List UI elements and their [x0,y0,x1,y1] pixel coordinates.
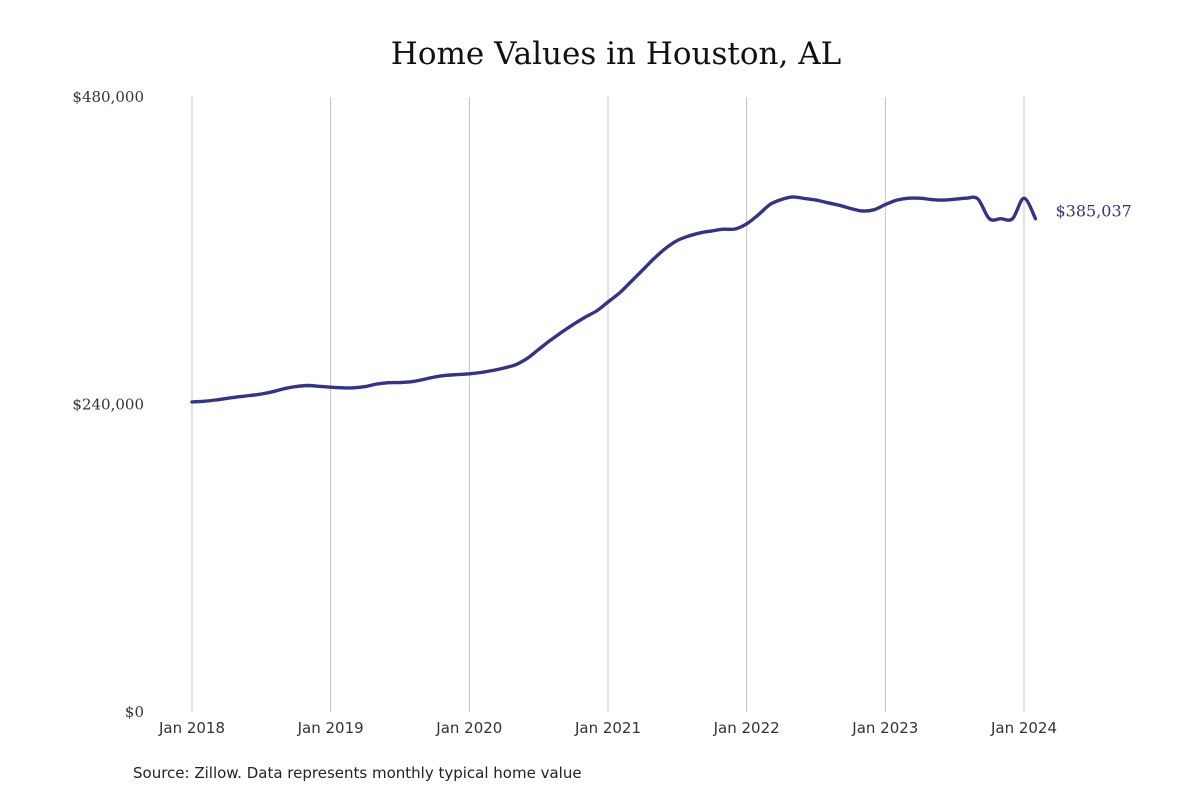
x-tick-label-1: Jan 2019 [297,719,364,737]
chart-title: Home Values in Houston, AL [390,36,842,72]
x-tick-label-5: Jan 2023 [851,719,918,737]
y-axis-tick-labels: $0 $240,000 $480,000 [72,88,144,721]
x-tick-label-2: Jan 2020 [435,719,502,737]
latest-value-label: $385,037 [1056,202,1132,221]
x-tick-label-0: Jan 2018 [158,719,225,737]
x-tick-label-3: Jan 2021 [574,719,641,737]
home-value-series-line [190,195,1038,404]
y-tick-label-2: $480,000 [72,88,144,106]
x-tick-label-6: Jan 2024 [990,719,1057,737]
x-tick-label-4: Jan 2022 [713,719,780,737]
y-tick-label-0: $0 [125,703,144,721]
source-note: Source: Zillow. Data represents monthly … [133,764,582,782]
x-axis-tick-labels: Jan 2018 Jan 2019 Jan 2020 Jan 2021 Jan 2022… [158,719,1057,737]
vertical-gridlines [191,97,1025,712]
y-tick-label-1: $240,000 [72,396,144,414]
